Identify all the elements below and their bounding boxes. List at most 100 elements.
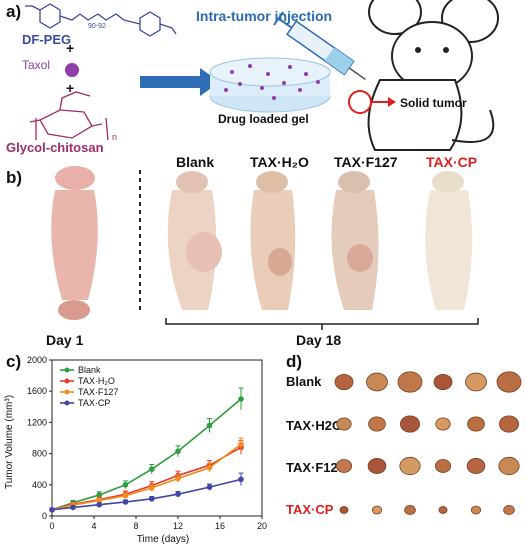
- legend-label: TAX·CP: [78, 398, 110, 408]
- data-point: [175, 475, 181, 482]
- data-point: [238, 396, 244, 402]
- legend-marker: [64, 400, 70, 406]
- x-tick-label: 20: [257, 521, 267, 531]
- mouse-cartoon: [367, 0, 499, 151]
- chitosan-structure: [29, 91, 109, 141]
- series-line: [51, 478, 242, 511]
- injection-title: Intra-tumor injection: [196, 8, 333, 24]
- tumor-sample: [404, 505, 416, 515]
- tumor-sample: [503, 505, 515, 515]
- data-point: [96, 501, 103, 508]
- mouse-photo-tax-cp: [425, 171, 473, 310]
- panel-b-label: b): [6, 168, 23, 187]
- tumor-label: Solid tumor: [400, 96, 467, 110]
- plus-sign-2: +: [66, 80, 75, 96]
- y-axis-label: Tumor Volume (mm³): [4, 395, 15, 489]
- tumor-sample: [435, 417, 451, 431]
- row-label-blank: Blank: [286, 374, 322, 389]
- panel-a-figure: 90-92: [25, 0, 499, 151]
- group-label-tax-cp: TAX·CP: [426, 154, 478, 170]
- x-tick-label: 0: [49, 521, 54, 531]
- mouse-photo-tax-f127: [331, 171, 379, 310]
- gel-dish: [209, 57, 331, 113]
- y-tick-label: 1200: [27, 417, 47, 427]
- tumor-sample: [399, 456, 421, 476]
- legend-marker: [64, 389, 70, 395]
- data-point: [49, 506, 55, 513]
- syringe: [273, 11, 366, 80]
- mouse-photo-blank: [167, 171, 222, 310]
- data-point: [148, 485, 155, 491]
- legend-label: TAX·H₂O: [78, 376, 115, 386]
- data-point: [206, 484, 213, 490]
- x-tick-label: 4: [91, 521, 96, 531]
- tumor-volume-chart: Tumor Volume (mm³) Time (days) 0 400 800 12…: [4, 355, 267, 545]
- row-label-tax-h2o: TAX·H2O: [286, 418, 343, 433]
- x-tick-label: 16: [215, 521, 225, 531]
- tumor-sample: [438, 506, 448, 514]
- panel-a-label: a): [6, 2, 22, 21]
- tumor-sample: [335, 459, 353, 473]
- mouse-photo-day1: [51, 166, 98, 320]
- legend-label: Blank: [78, 365, 101, 375]
- tumor-sample: [336, 417, 352, 431]
- tumor-sample: [434, 459, 452, 473]
- taxol-dot: [65, 63, 79, 77]
- chitosan-subscript: n: [112, 132, 118, 142]
- tumor-sample: [496, 371, 522, 393]
- data-point: [238, 476, 244, 483]
- excised-tumors: [334, 371, 522, 515]
- tumor-sample: [470, 505, 482, 515]
- tumor-sample: [339, 506, 349, 514]
- data-point: [122, 482, 129, 488]
- x-tick-label: 12: [173, 521, 183, 531]
- tumor-sample: [498, 415, 519, 433]
- tumor-sample: [498, 456, 520, 476]
- taxol-label: Taxol: [22, 58, 51, 72]
- x-axis-label: Time (days): [137, 534, 189, 545]
- group-label-tax-h2o: TAX·H₂O: [250, 154, 309, 170]
- data-point: [238, 441, 244, 448]
- tumor-sample: [433, 373, 453, 391]
- legend-marker: [64, 367, 70, 373]
- tumor-sample: [371, 505, 383, 515]
- df-peg-label: DF-PEG: [22, 32, 72, 47]
- plus-sign-1: +: [66, 40, 75, 56]
- df-peg-structure: [25, 3, 177, 37]
- tumor-sample: [400, 415, 421, 433]
- series-line: [51, 398, 242, 511]
- row-label-tax-f127: TAX·F127: [286, 460, 345, 475]
- data-point: [175, 448, 181, 455]
- tumor-sample: [367, 458, 387, 474]
- panel-d-label: d): [286, 352, 303, 371]
- x-tick-label: 8: [133, 521, 138, 531]
- legend-marker: [64, 378, 70, 384]
- data-point: [148, 466, 155, 472]
- data-point: [70, 504, 76, 511]
- panel-c-label: c): [6, 352, 22, 371]
- tumor-spot: [348, 90, 372, 114]
- tumor-sample: [397, 371, 423, 393]
- peg-subscript: 90-92: [88, 23, 106, 30]
- y-tick-label: 1600: [27, 386, 47, 396]
- series-line: [51, 443, 242, 511]
- tumor-sample: [366, 372, 388, 392]
- data-point: [96, 492, 103, 498]
- day1-label: Day 1: [46, 332, 84, 348]
- row-label-tax-cp: TAX·CP: [286, 502, 334, 517]
- panel-b-photos: [51, 166, 479, 330]
- day18-label: Day 18: [296, 332, 342, 348]
- tumor-sample: [467, 416, 485, 432]
- data-point: [148, 496, 155, 502]
- y-tick-label: 0: [42, 511, 47, 521]
- gel-label: Drug loaded gel: [218, 112, 309, 126]
- legend-label: TAX·F127: [78, 387, 118, 397]
- tumor-sample: [334, 373, 354, 391]
- data-point: [175, 491, 181, 497]
- y-tick-label: 800: [32, 449, 47, 459]
- data-point: [96, 497, 103, 504]
- plot-frame: [51, 359, 263, 517]
- data-point: [122, 492, 129, 499]
- process-arrow: [140, 68, 220, 96]
- tumor-sample: [368, 416, 386, 432]
